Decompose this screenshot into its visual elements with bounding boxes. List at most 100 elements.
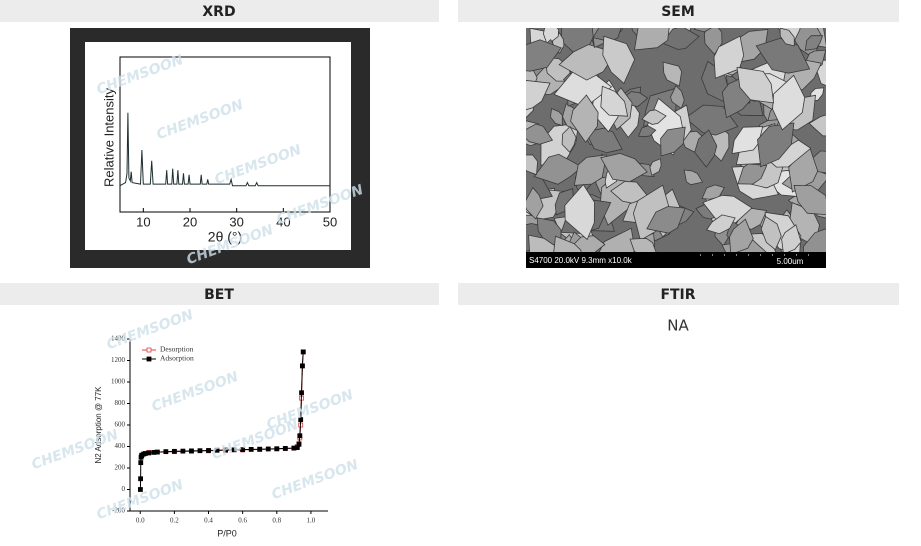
data-point [146, 450, 152, 456]
data-point [231, 447, 237, 453]
crystal [634, 28, 670, 51]
scale-bar-label: 5.00um [777, 257, 804, 266]
crystal [600, 85, 629, 117]
crystal [526, 154, 539, 176]
crystal [706, 214, 736, 235]
section-title: FTIR [660, 287, 695, 303]
data-point [138, 460, 144, 466]
crystal [729, 218, 754, 252]
crystal [694, 129, 718, 168]
crystal [564, 183, 595, 241]
x-tick-label: 10 [136, 214, 150, 229]
crystal [641, 109, 667, 125]
crystal [542, 28, 560, 46]
crystal [602, 35, 636, 85]
crystal [737, 163, 768, 185]
data-point [265, 446, 271, 452]
x-axis-label: 2θ (°) [208, 229, 242, 245]
data-point [223, 447, 228, 453]
crystal [661, 28, 700, 50]
data-point [240, 447, 246, 453]
watermark: CHEMSOON [29, 427, 120, 473]
legend-marker [146, 356, 152, 362]
crystal [670, 85, 685, 110]
crystal [553, 235, 582, 252]
section-title: BET [204, 287, 234, 303]
crystal [736, 66, 775, 104]
legend-label: Adsorption [160, 354, 194, 363]
section-title: XRD [202, 4, 235, 20]
crystal [526, 39, 562, 72]
legend-marker [146, 347, 152, 353]
charts: 10 20 30 40 50 2θ (°) Relative Intensity 0.0 0.2… [94, 56, 337, 538]
crystal [662, 61, 683, 87]
crystal [649, 158, 662, 176]
crystal [526, 123, 554, 145]
crystal [731, 126, 764, 154]
crystal [779, 28, 795, 47]
crystal [760, 215, 782, 251]
data-point [297, 433, 303, 439]
data-point [274, 446, 280, 452]
section-header [0, 0, 439, 22]
section-header [0, 283, 439, 305]
data-point [300, 349, 306, 355]
x-tick-label: 1.0 [307, 517, 316, 525]
y-tick-label: 1200 [111, 356, 126, 364]
x-axis-label: P/P0 [217, 528, 237, 538]
data-point [189, 448, 194, 454]
data-point [296, 441, 302, 447]
crystal [549, 108, 563, 127]
data-point [299, 363, 305, 369]
section-header [458, 0, 899, 22]
data-point [299, 390, 304, 396]
y-axis-label: N2 Adsorption @ 77K [94, 386, 103, 464]
y-tick-label: 0 [122, 485, 126, 493]
data-point [257, 446, 263, 452]
xrd-line [119, 112, 330, 187]
crystal [598, 227, 636, 252]
crystal [526, 80, 551, 111]
x-tick-label: 0.8 [272, 517, 281, 525]
section-header [458, 283, 899, 305]
y-tick-label: 800 [115, 399, 126, 407]
xrd-image [85, 42, 351, 250]
crystal [646, 206, 686, 234]
data-point [180, 448, 186, 454]
crystal [781, 224, 802, 252]
crystal [808, 114, 826, 137]
section-title: SEM [661, 4, 695, 20]
crystal [772, 74, 806, 131]
crystal [693, 28, 712, 33]
y-tick-label: 600 [115, 421, 126, 429]
data-point [138, 487, 143, 492]
crystal [757, 122, 795, 168]
watermark: CHEMSOON [264, 387, 355, 433]
crystal [526, 186, 544, 220]
y-tick-label: 200 [115, 464, 126, 472]
x-tick-label: 40 [276, 214, 290, 229]
sem-caption: S4700 20.0kV 9.3mm x10.0k [529, 256, 633, 265]
watermark: CHEMSOON [149, 369, 240, 415]
data-point [248, 447, 254, 452]
crystal [804, 35, 824, 51]
data-point [154, 449, 160, 455]
crystal [629, 237, 657, 252]
data-point [282, 446, 288, 451]
x-tick-label: 0.2 [170, 517, 179, 525]
data-point [138, 476, 143, 482]
crystal [660, 126, 686, 157]
plot-frame [119, 56, 331, 213]
y-tick-label: -200 [112, 507, 125, 515]
crystal [701, 184, 726, 200]
sem-texture [526, 28, 826, 252]
x-tick-label: 0.6 [238, 517, 247, 525]
x-tick-label: 30 [229, 214, 243, 229]
crystal [637, 125, 657, 138]
data-point [197, 448, 203, 454]
data-point [298, 417, 304, 423]
data-point [171, 448, 177, 454]
crystal [703, 28, 723, 56]
